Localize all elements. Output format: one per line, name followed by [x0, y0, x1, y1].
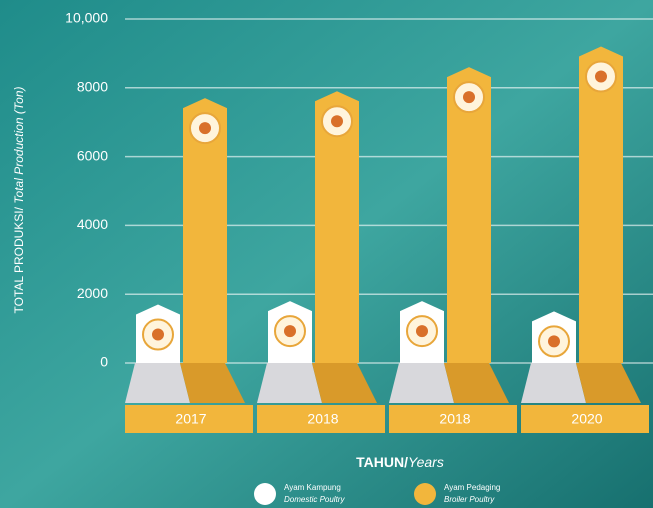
- bar-icon-dot: [152, 328, 164, 341]
- bar-icon-dot: [595, 70, 607, 83]
- x-tick-label: 2018: [307, 411, 338, 427]
- legend-swatch: [254, 483, 276, 505]
- floor-orange: [180, 363, 245, 403]
- y-tick-label: 4000: [77, 216, 108, 232]
- legend-label-en: Broiler Poultry: [444, 495, 495, 504]
- x-axis-title-main: TAHUN/: [356, 454, 408, 470]
- bar: [183, 98, 227, 364]
- y-tick-label: 8000: [77, 79, 108, 95]
- floor-orange: [576, 363, 641, 403]
- bar-icon-dot: [331, 115, 343, 128]
- floor-white: [257, 363, 322, 403]
- bar: [315, 91, 359, 364]
- bar-icon-dot: [199, 122, 211, 135]
- floor-white: [521, 363, 586, 403]
- y-tick-label: 10,000: [65, 10, 108, 26]
- x-tick-label: 2017: [175, 411, 206, 427]
- legend-label: Ayam Pedaging: [444, 483, 500, 492]
- bar-icon-dot: [416, 325, 428, 338]
- year-box: [389, 405, 517, 433]
- y-tick-label: 0: [100, 354, 108, 370]
- x-axis-title-italic: Years: [408, 454, 444, 470]
- floor-white: [389, 363, 454, 403]
- bar-icon-dot: [284, 325, 296, 338]
- x-tick-label: 2020: [571, 411, 602, 427]
- floor-orange: [312, 363, 377, 403]
- y-tick-label: 2000: [77, 285, 108, 301]
- year-box: [521, 405, 649, 433]
- year-box: [257, 405, 385, 433]
- y-axis-title-italic: Total Production (Ton): [12, 87, 26, 204]
- bar: [579, 46, 623, 364]
- y-tick-label: 6000: [77, 147, 108, 163]
- y-axis-title-main: TOTAL PRODUKSI/: [12, 206, 26, 313]
- bar-icon-dot: [463, 91, 475, 104]
- floor-orange: [444, 363, 509, 403]
- floor-white: [125, 363, 190, 403]
- x-tick-label: 2018: [439, 411, 470, 427]
- bar: [447, 67, 491, 363]
- legend-swatch: [414, 483, 436, 505]
- bar-icon-dot: [548, 335, 560, 348]
- legend-label-en: Domestic Poultry: [284, 495, 345, 504]
- x-axis-title: TAHUN/Years: [356, 454, 444, 470]
- legend-label: Ayam Kampung: [284, 483, 341, 492]
- year-box: [125, 405, 253, 433]
- y-axis-title: TOTAL PRODUKSI/ Total Production (Ton): [12, 87, 26, 314]
